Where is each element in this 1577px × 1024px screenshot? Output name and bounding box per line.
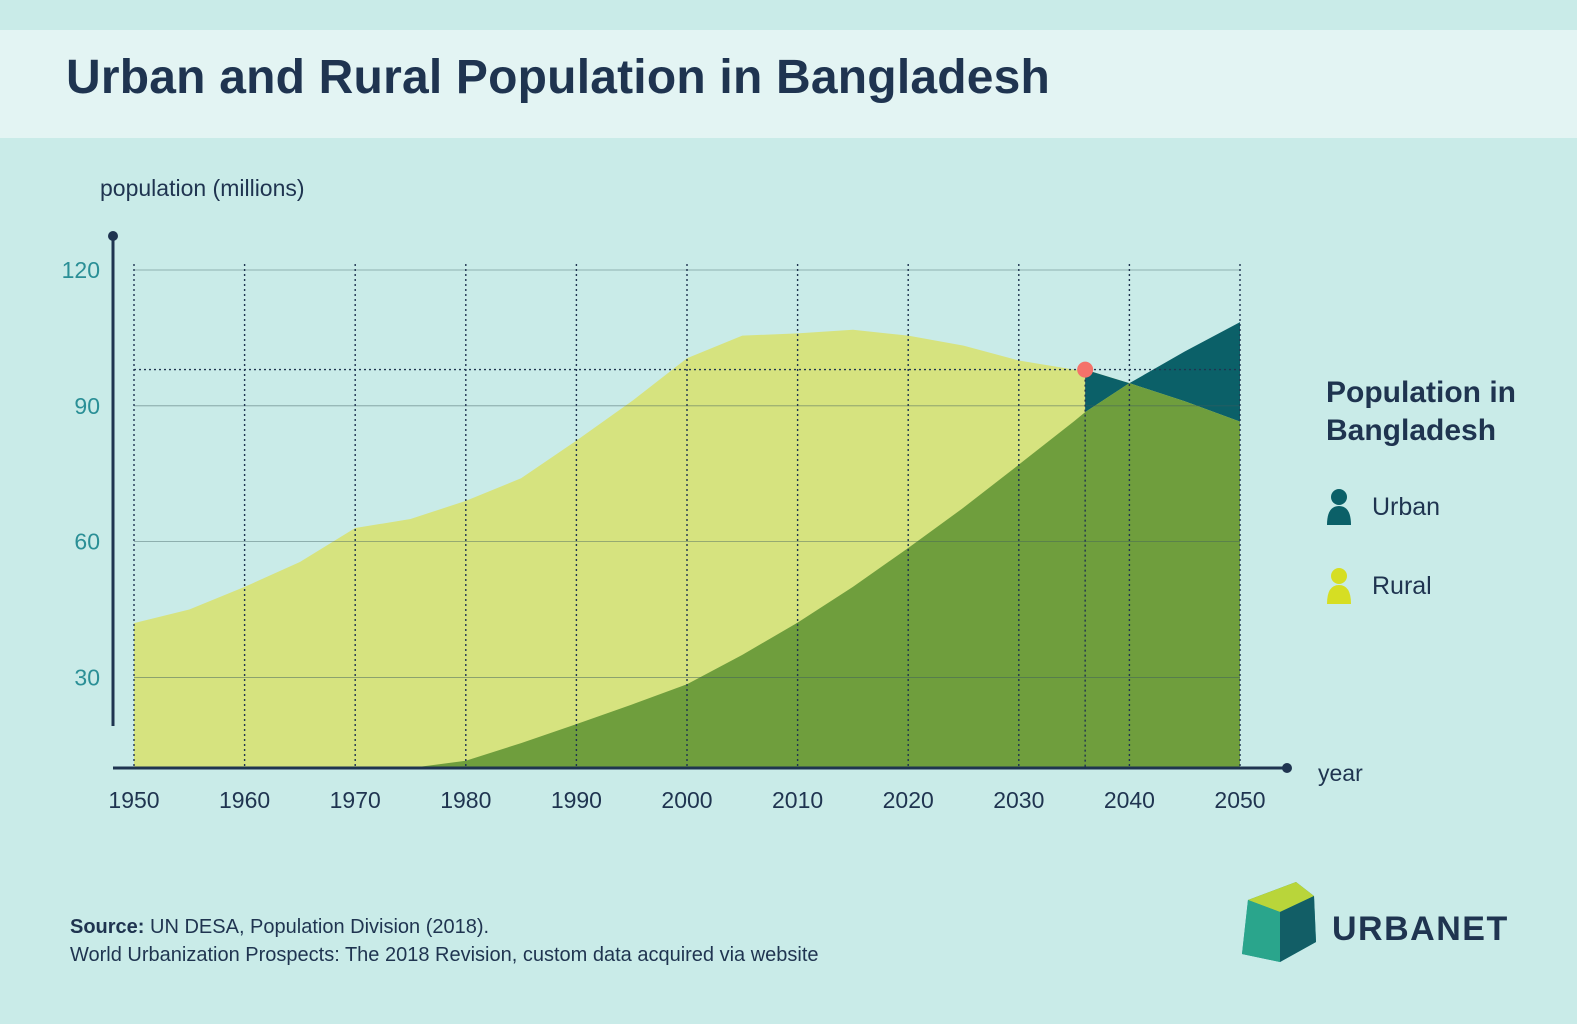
y-tick-label: 60 (74, 529, 100, 555)
urban-wedge-area (1085, 322, 1240, 422)
x-tick-label: 1990 (551, 787, 602, 813)
legend-label-rural: Rural (1372, 571, 1432, 600)
x-tick-label: 2040 (1104, 787, 1155, 813)
x-tick-label: 2000 (661, 787, 712, 813)
legend-label-urban: Urban (1372, 492, 1441, 521)
x-tick-label: 1980 (440, 787, 491, 813)
source-label: Source: (70, 916, 145, 938)
x-tick-label: 2030 (993, 787, 1044, 813)
x-axis-label: year (1318, 760, 1363, 786)
x-tick-label: 2050 (1214, 787, 1265, 813)
source-line2: World Urbanization Prospects: The 2018 R… (70, 944, 819, 966)
y-axis-label: population (millions) (100, 175, 305, 201)
y-tick-label: 90 (74, 393, 100, 419)
y-tick-label: 120 (62, 257, 100, 283)
x-tick-label: 1950 (108, 787, 159, 813)
y-tick-label: 30 (74, 664, 100, 690)
legend-item-urban: Urban (1326, 487, 1440, 527)
person-icon (1327, 568, 1351, 604)
urban-area (134, 383, 1240, 768)
person-icon (1327, 489, 1351, 525)
y-axis-end-dot (108, 231, 118, 241)
crossover-point (1077, 361, 1094, 378)
source-line1: UN DESA, Population Division (2018). (150, 916, 490, 938)
x-tick-label: 2020 (883, 787, 934, 813)
x-tick-label: 1970 (330, 787, 381, 813)
title-band (0, 30, 1577, 138)
legend-title: Population in Bangladesh (1326, 376, 1516, 447)
x-tick-label: 1960 (219, 787, 270, 813)
x-axis-end-dot (1282, 763, 1292, 773)
x-tick-label: 2010 (772, 787, 823, 813)
urbanet-logo-icon (1242, 882, 1316, 962)
legend-item-rural: Rural (1326, 566, 1432, 606)
urbanet-logo: URBANET (1240, 882, 1509, 964)
chart-title: Urban and Rural Population in Bangladesh (66, 51, 1051, 104)
source-note: Source: UN DESA, Population Division (20… (70, 913, 819, 969)
logo-text: URBANET (1332, 909, 1509, 948)
